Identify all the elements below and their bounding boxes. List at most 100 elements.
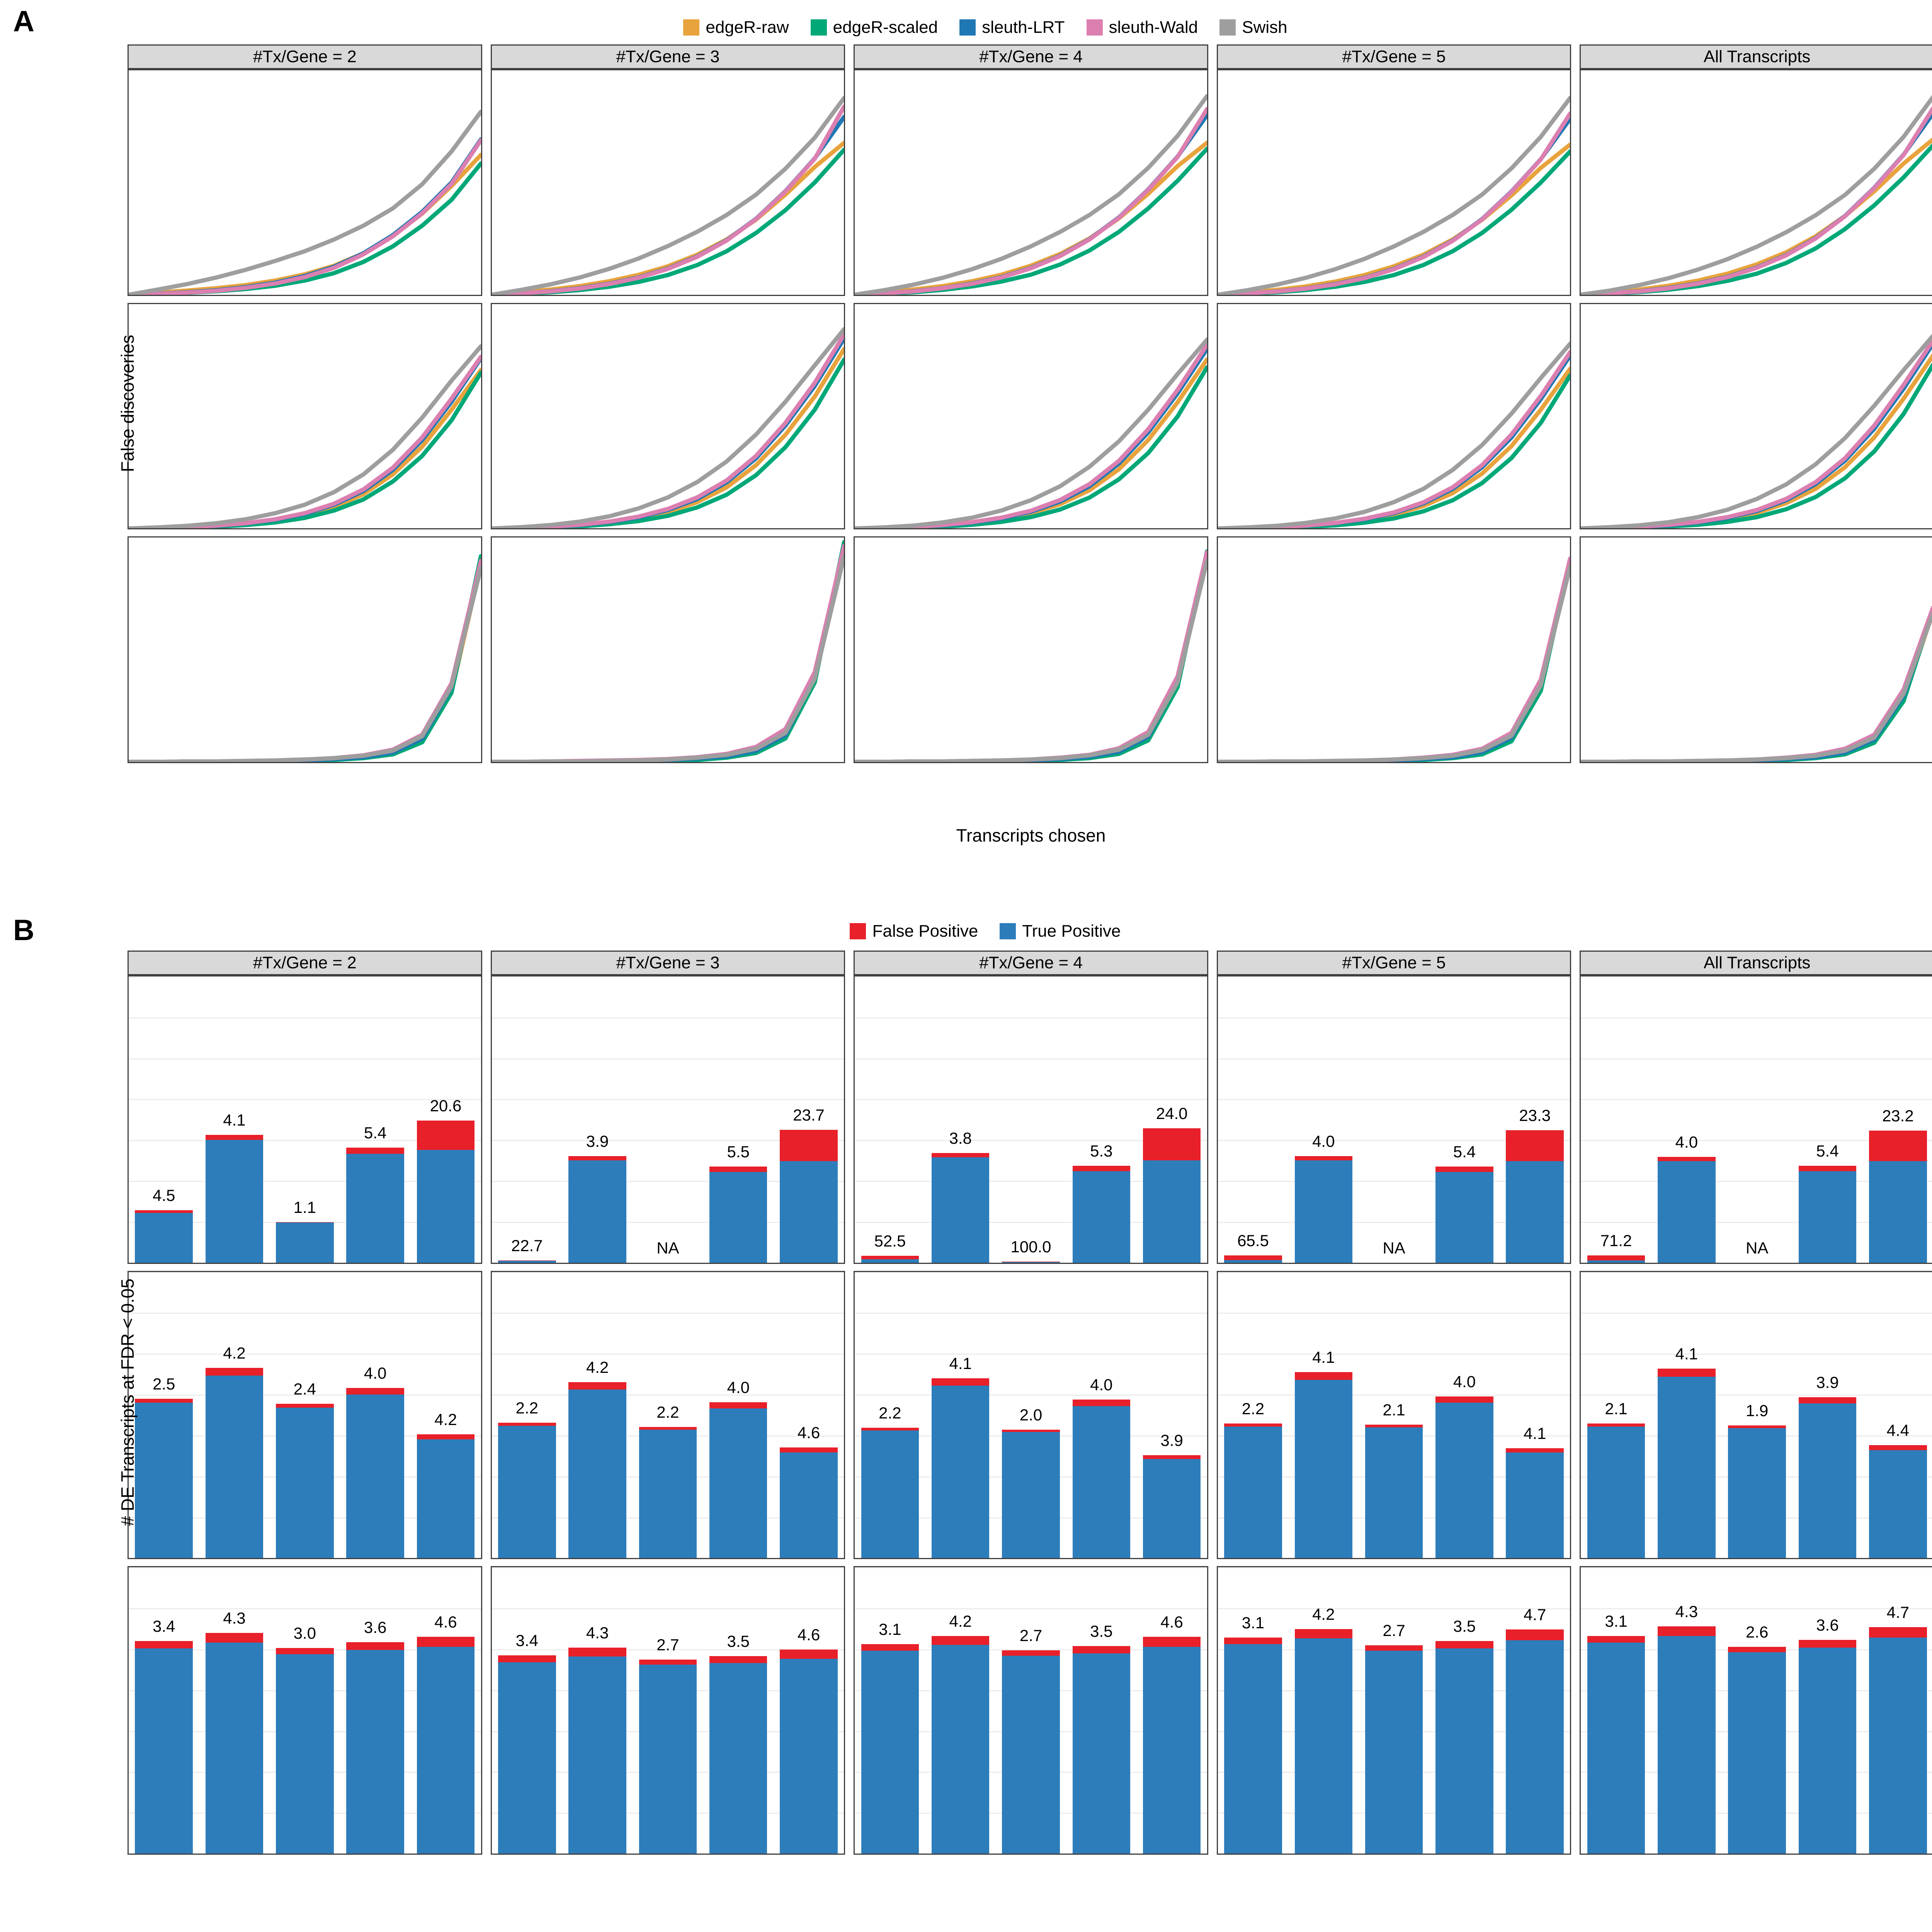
bar-segment-true-positive <box>276 1407 334 1558</box>
facet-strip-column: All Transcripts <box>1580 44 1932 69</box>
x-axis-tick-label: 0 <box>1217 762 1222 763</box>
bar-segment-false-positive <box>931 1153 990 1157</box>
x-axis-tick-mark <box>1030 1853 1032 1854</box>
facet-strip-column: All Transcripts <box>1580 951 1932 975</box>
line-series-group <box>129 109 481 295</box>
bar-segment-false-positive <box>276 1648 334 1654</box>
line-swish <box>1218 341 1570 529</box>
bar-value-label: 4.7 <box>1524 1605 1546 1624</box>
bar-swish <box>780 1129 838 1263</box>
facet-cell: 0 1000 2000 3000 <box>1580 536 1932 763</box>
bar-segment-false-positive <box>1294 1629 1353 1639</box>
bar-sleuth-lrt <box>1002 1429 1060 1558</box>
bar-segment-true-positive <box>1869 1161 1927 1263</box>
line-sleuth-wald <box>1218 111 1570 295</box>
bar-edger-raw <box>861 1427 919 1558</box>
x-axis-tick-mark <box>445 1853 447 1854</box>
line-edger-scaled <box>492 357 844 529</box>
bar-value-label: 2.1 <box>1605 1400 1628 1418</box>
grid-line <box>855 1221 1207 1223</box>
x-axis-tick-mark <box>737 1853 739 1854</box>
bar-segment-true-positive <box>1798 1403 1857 1558</box>
grid-line <box>1581 1567 1932 1569</box>
bar-segment-false-positive <box>498 1655 556 1662</box>
bar-value-label: 4.1 <box>949 1354 972 1372</box>
facet-cell <box>1216 69 1571 296</box>
bar-segment-true-positive <box>1002 1432 1060 1558</box>
grid-line <box>855 1099 1207 1100</box>
bar-segment-true-positive <box>709 1172 767 1263</box>
grid-line <box>129 1558 481 1559</box>
bar-segment-false-positive <box>931 1378 990 1386</box>
grid-line <box>129 1608 481 1610</box>
bar-sleuth-wald <box>1798 1639 1857 1854</box>
legend-methods: edgeR-raw edgeR-scaled sleuth-LRT sleuth-Wa… <box>0 18 1932 37</box>
facet-cell: 22.7 3.9 NA 5.5 23.7 <box>490 975 845 1264</box>
bar-swish <box>417 1636 475 1854</box>
bar-edger-raw <box>1224 1255 1282 1263</box>
panel-a-x-axis-label: Transcripts chosen <box>956 825 1106 845</box>
bar-segment-true-positive <box>931 1645 990 1854</box>
bar-value-label: NA <box>1383 1238 1405 1257</box>
x-axis-tick-mark <box>1815 762 1816 763</box>
bar-segment-true-positive <box>1658 1376 1716 1558</box>
bar-segment-false-positive <box>1869 1445 1927 1450</box>
bar-value-label: 4.5 <box>152 1186 175 1205</box>
bar-segment-true-positive <box>1435 1403 1493 1558</box>
bar-swish <box>780 1650 838 1854</box>
bar-value-label: 4.1 <box>1524 1424 1546 1442</box>
bar-segment-true-positive <box>1587 1260 1645 1263</box>
bar-segment-true-positive <box>1294 1379 1353 1558</box>
bar-segment-true-positive <box>135 1403 193 1558</box>
x-axis-tick-mark <box>233 1853 235 1854</box>
bar-edger-scaled <box>1294 1156 1353 1263</box>
bar-segment-false-positive <box>861 1644 919 1651</box>
grid-line <box>1218 1272 1570 1273</box>
bar-segment-true-positive <box>1658 1161 1716 1263</box>
line-swish <box>129 566 481 762</box>
x-axis-tick-mark <box>808 1853 810 1854</box>
bar-segment-true-positive <box>861 1259 919 1263</box>
bar-sleuth-wald <box>709 1402 767 1558</box>
x-axis-tick-label: 2000 <box>1799 762 1833 763</box>
facet-cell: 3.14.22.73.54.6edgeR-rawedgeR-scaledsleu… <box>854 1566 1208 1855</box>
bar-sleuth-wald <box>1798 1397 1857 1558</box>
bar-sleuth-wald <box>1435 1396 1493 1558</box>
bar-value-label: 23.2 <box>1882 1106 1914 1125</box>
bar-segment-true-positive <box>931 1157 990 1263</box>
x-axis-tick-mark <box>959 1853 961 1854</box>
bar-segment-false-positive <box>1365 1424 1423 1427</box>
grid-line <box>1581 1313 1932 1314</box>
panel-b-y-axis-label: # DE Transcripts at FDR < 0.05 <box>117 1278 138 1526</box>
bar-swish <box>1869 1445 1927 1558</box>
bar-sleuth-lrt <box>639 1659 697 1854</box>
bar-segment-true-positive <box>1224 1260 1282 1263</box>
bar-sleuth-wald <box>1072 1166 1131 1263</box>
facet-cell: 0200400600800 <box>128 303 482 530</box>
bar-segment-false-positive <box>1506 1130 1564 1162</box>
bar-value-label: 52.5 <box>874 1231 906 1250</box>
facet-cell: 0 1000 2000 3000 <box>1216 536 1571 763</box>
bar-edger-scaled <box>205 1134 264 1263</box>
legend-color-swatch <box>683 19 700 36</box>
line-series-group <box>492 95 844 295</box>
grid-line <box>855 1181 1207 1182</box>
line-swish <box>1581 95 1932 295</box>
grid-line <box>1218 1017 1570 1019</box>
line-edger-scaled <box>1218 149 1570 295</box>
grid-line <box>1581 1853 1932 1854</box>
bar-segment-true-positive <box>1143 1646 1201 1854</box>
legend-item: sleuth-LRT <box>959 18 1065 37</box>
bar-value-label: 4.2 <box>223 1344 246 1362</box>
bar-edger-raw <box>861 1255 919 1263</box>
bar-segment-false-positive <box>568 1382 626 1390</box>
bar-segment-true-positive <box>135 1213 193 1263</box>
bar-segment-false-positive <box>1587 1636 1645 1643</box>
x-axis-tick-label: 3000 <box>827 762 845 763</box>
bar-segment-true-positive <box>205 1376 264 1558</box>
grid-line <box>1218 1354 1570 1355</box>
grid-line <box>492 1354 844 1355</box>
bar-segment-true-positive <box>780 1161 838 1263</box>
bar-value-label: 3.1 <box>1242 1613 1265 1632</box>
bar-segment-true-positive <box>205 1643 264 1854</box>
